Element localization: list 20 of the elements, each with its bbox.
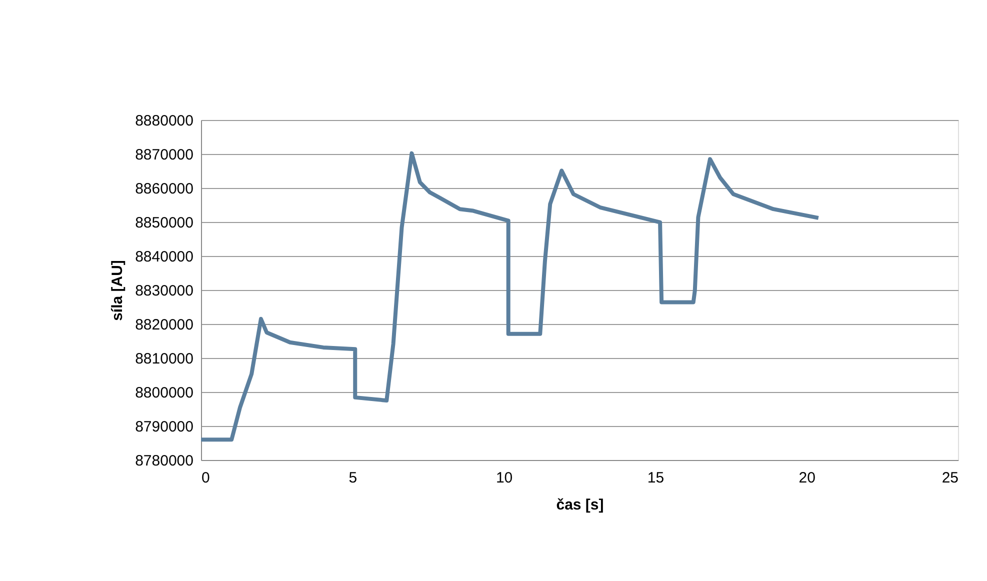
y-tick-label: 8870000 bbox=[135, 146, 194, 164]
y-tick-label: 8820000 bbox=[135, 316, 194, 334]
y-tick-label: 8790000 bbox=[135, 418, 194, 436]
y-axis-title: síla [AU] bbox=[109, 260, 126, 321]
y-tick-label: 8830000 bbox=[135, 282, 194, 300]
y-tick-label: 8810000 bbox=[135, 350, 194, 368]
y-tick-label: 8840000 bbox=[135, 248, 194, 266]
y-tick-label: 8860000 bbox=[135, 180, 194, 198]
x-tick-label: 25 bbox=[942, 470, 958, 486]
x-tick-label: 15 bbox=[647, 470, 664, 486]
x-tick-label: 5 bbox=[348, 470, 358, 486]
y-tick-label: 8880000 bbox=[135, 112, 194, 130]
line-series bbox=[199, 151, 820, 442]
y-tick-label: 8800000 bbox=[135, 384, 194, 402]
x-axis-title: čas [s] bbox=[556, 496, 604, 514]
y-tick-label: 8780000 bbox=[135, 452, 194, 470]
x-tick-label: 20 bbox=[798, 470, 816, 486]
x-tick-label: 10 bbox=[496, 470, 513, 486]
y-tick-label: 8850000 bbox=[135, 214, 194, 232]
x-tick-label: 0 bbox=[202, 470, 210, 486]
